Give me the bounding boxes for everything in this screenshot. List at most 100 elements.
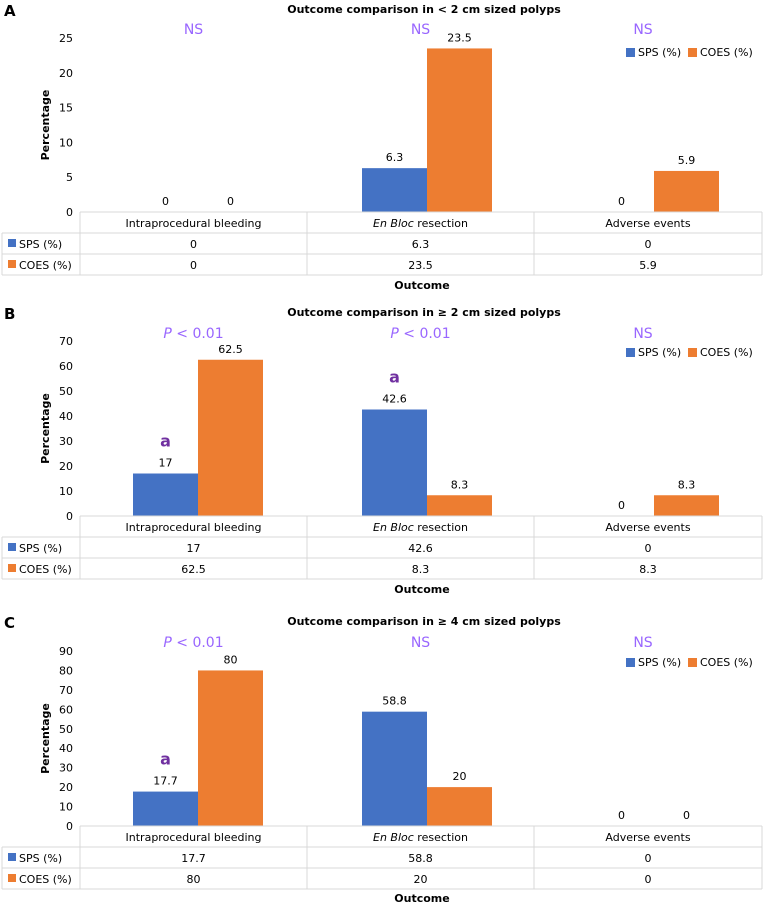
y-axis-label: Percentage: [39, 393, 52, 464]
legend-label-coes: COES (%): [700, 346, 753, 359]
table-cell: 58.8: [408, 852, 433, 865]
legend-label-sps: SPS (%): [638, 656, 681, 669]
table-row-label: COES (%): [19, 259, 72, 272]
category-label: En Bloc resection: [373, 831, 468, 844]
table-cell: 0: [190, 259, 197, 272]
y-tick-label: 80: [59, 664, 73, 677]
legend-swatch-coes: [688, 658, 697, 667]
y-tick-label: 20: [59, 460, 73, 473]
table-row-label: SPS (%): [19, 852, 62, 865]
significance-label: NS: [411, 22, 430, 38]
y-tick-label: 40: [59, 410, 73, 423]
y-axis-label: Percentage: [39, 703, 52, 774]
x-axis-label: Outcome: [394, 279, 449, 292]
significance-label: NS: [184, 22, 203, 38]
legend-swatch-coes: [688, 348, 697, 357]
significance-label: P < 0.01: [163, 635, 223, 651]
panel-b: B Outcome comparison in ≥ 2 cm sized poly…: [1, 305, 763, 596]
table-swatch-coes: [8, 874, 16, 882]
x-axis-label: Outcome: [394, 892, 449, 905]
significance-marker: a: [389, 368, 400, 387]
legend-label-sps: SPS (%): [638, 46, 681, 59]
bar-coes-1: [427, 495, 492, 516]
legend-swatch-sps: [626, 348, 635, 357]
panel-c: C Outcome comparison in ≥ 4 cm sized poly…: [1, 614, 763, 905]
data-label: 6.3: [386, 151, 404, 164]
significance-label: NS: [411, 635, 430, 651]
table-cell: 6.3: [412, 238, 430, 251]
legend-label-coes: COES (%): [700, 656, 753, 669]
significance-label: NS: [633, 326, 652, 342]
table-cell: 17: [187, 542, 201, 555]
y-tick-label: 10: [59, 801, 73, 814]
table-swatch-coes: [8, 564, 16, 572]
y-tick-label: 10: [59, 136, 73, 149]
table-cell: 80: [187, 873, 201, 886]
y-tick-label: 20: [59, 781, 73, 794]
category-label: Adverse events: [605, 521, 690, 534]
chart-title: Outcome comparison in ≥ 4 cm sized polyp…: [287, 615, 561, 628]
bar-coes-2: [654, 170, 719, 212]
significance-marker: a: [160, 432, 171, 451]
y-tick-label: 0: [66, 510, 73, 523]
significance-label: P < 0.01: [390, 326, 450, 342]
data-label: 58.8: [382, 695, 407, 708]
table-cell: 0: [190, 238, 197, 251]
y-tick-label: 50: [59, 723, 73, 736]
y-tick-label: 70: [59, 684, 73, 697]
data-label: 8.3: [678, 478, 696, 491]
y-tick-label: 25: [59, 32, 73, 45]
data-label: 0: [618, 195, 625, 208]
table-swatch-coes: [8, 260, 16, 268]
legend-swatch-sps: [626, 658, 635, 667]
table-row-label: COES (%): [19, 873, 72, 886]
data-label: 80: [224, 653, 238, 666]
bar-sps-1: [362, 409, 427, 516]
data-label: 0: [227, 195, 234, 208]
panel-letter: B: [4, 305, 15, 323]
category-label: Intraprocedural bleeding: [126, 831, 262, 844]
y-tick-label: 30: [59, 435, 73, 448]
data-label: 42.6: [382, 393, 407, 406]
y-tick-label: 60: [59, 360, 73, 373]
table-cell: 8.3: [412, 563, 430, 576]
table-cell: 0: [645, 852, 652, 865]
data-label: 62.5: [218, 343, 243, 356]
table-cell: 20: [414, 873, 428, 886]
panel-letter: C: [4, 614, 15, 632]
y-tick-label: 10: [59, 485, 73, 498]
category-label: Intraprocedural bleeding: [126, 217, 262, 230]
category-label: Adverse events: [605, 831, 690, 844]
bar-sps-1: [362, 711, 427, 826]
bar-coes-1: [427, 787, 492, 826]
table-row-label: COES (%): [19, 563, 72, 576]
table-cell: 23.5: [408, 259, 433, 272]
chart-title: Outcome comparison in ≥ 2 cm sized polyp…: [287, 306, 561, 319]
category-label: En Bloc resection: [373, 217, 468, 230]
category-label: Adverse events: [605, 217, 690, 230]
legend-swatch-sps: [626, 48, 635, 57]
table-cell: 17.7: [181, 852, 206, 865]
data-label: 17.7: [153, 775, 178, 788]
bar-coes-0: [198, 670, 263, 826]
table-swatch-sps: [8, 543, 16, 551]
y-tick-label: 50: [59, 385, 73, 398]
y-tick-label: 30: [59, 762, 73, 775]
y-tick-label: 0: [66, 820, 73, 833]
significance-label: NS: [633, 635, 652, 651]
y-axis-label: Percentage: [39, 90, 52, 161]
bar-sps-1: [362, 168, 427, 212]
table-cell: 0: [645, 542, 652, 555]
data-label: 23.5: [447, 31, 472, 44]
x-axis-label: Outcome: [394, 583, 449, 596]
table-cell: 0: [645, 873, 652, 886]
y-tick-label: 0: [66, 206, 73, 219]
data-label: 0: [162, 195, 169, 208]
data-label: 0: [618, 499, 625, 512]
significance-label: NS: [633, 22, 652, 38]
panel-a: A Outcome comparison in < 2 cm sized poly…: [1, 2, 763, 292]
significance-marker: a: [160, 750, 171, 769]
y-tick-label: 70: [59, 335, 73, 348]
data-label: 0: [618, 809, 625, 822]
